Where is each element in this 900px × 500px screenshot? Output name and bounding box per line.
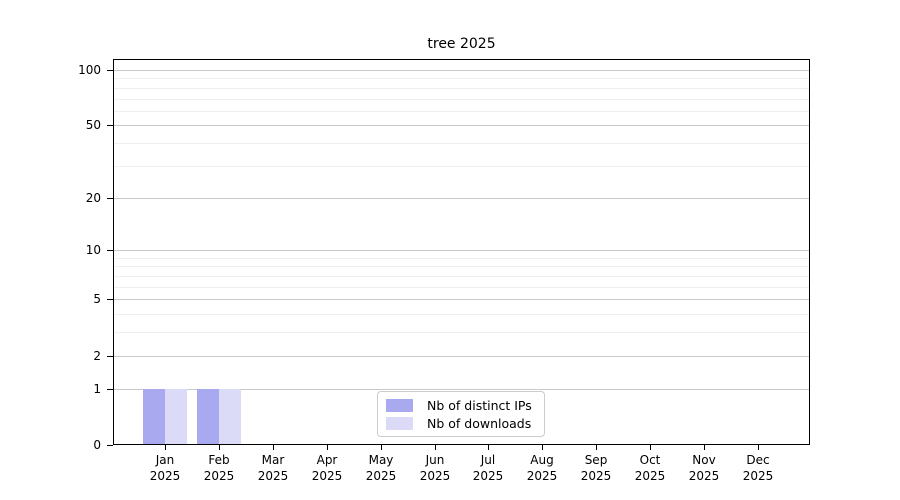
gridline-major [113, 70, 810, 71]
gridline-minor [113, 258, 810, 259]
bar-distinct-ips-jan [143, 389, 165, 445]
y-axis-tick-label: 2 [93, 349, 101, 363]
x-axis-tickmark [596, 445, 597, 450]
gridline-major [113, 250, 810, 251]
gridline-major [113, 125, 810, 126]
y-axis-tickmark [107, 70, 113, 71]
legend-row-downloads: Nb of downloads [386, 416, 536, 431]
gridline-minor [113, 266, 810, 267]
chart-title: tree 2025 [427, 36, 496, 52]
x-axis-tickmark [435, 445, 436, 450]
legend: Nb of distinct IPs Nb of downloads [377, 391, 545, 437]
x-axis-tickmark [542, 445, 543, 450]
legend-swatch-downloads [386, 416, 413, 430]
legend-label-downloads: Nb of downloads [427, 415, 532, 431]
x-axis-tick-label: Jun 2025 [419, 453, 451, 483]
x-axis-tickmark [219, 445, 220, 450]
y-axis-tickmark [107, 299, 113, 300]
gridline-minor [113, 166, 810, 167]
y-axis-tick-label: 100 [78, 63, 101, 77]
gridline-minor [113, 99, 810, 100]
gridline-major [113, 389, 810, 390]
x-axis-tick-label: Sep 2025 [580, 453, 612, 483]
x-axis-tickmark [327, 445, 328, 450]
y-axis-tick-label: 5 [93, 292, 101, 306]
x-axis-tick-label: Jan 2025 [149, 453, 181, 483]
y-axis-tick-label: 10 [85, 243, 101, 257]
x-axis-tick-label: Oct 2025 [634, 453, 666, 483]
bar-distinct-ips-feb [197, 389, 219, 445]
x-axis-tickmark [650, 445, 651, 450]
legend-swatch-distinct-ips [386, 398, 413, 412]
x-axis-tick-label: May 2025 [365, 453, 397, 483]
gridline-minor [113, 287, 810, 288]
y-axis-tickmark [107, 389, 113, 390]
bar-downloads-feb [219, 389, 241, 445]
x-axis-tick-label: Jul 2025 [472, 453, 504, 483]
x-axis-tickmark [488, 445, 489, 450]
gridline-minor [113, 78, 810, 79]
x-axis-tickmark [381, 445, 382, 450]
legend-row-distinct-ips: Nb of distinct IPs [386, 398, 536, 413]
gridline-minor [113, 276, 810, 277]
gridline-minor [113, 332, 810, 333]
y-axis-tick-label: 0 [93, 438, 101, 452]
gridline-minor [113, 314, 810, 315]
x-axis-tick-label: Nov 2025 [688, 453, 720, 483]
x-axis-tickmark [758, 445, 759, 450]
gridline-major [113, 356, 810, 357]
bar-downloads-jan [165, 389, 187, 445]
gridline-minor [113, 111, 810, 112]
y-axis-tick-label: 50 [85, 118, 101, 132]
y-axis-tickmark [107, 250, 113, 251]
y-axis-tickmark [107, 356, 113, 357]
plot-border [113, 59, 810, 445]
x-axis-tick-label: Feb 2025 [203, 453, 235, 483]
gridline-minor [113, 88, 810, 89]
y-axis-tickmark [107, 125, 113, 126]
x-axis-tick-label: Dec 2025 [742, 453, 774, 483]
y-axis-tickmark [107, 198, 113, 199]
y-axis-tick-label: 20 [85, 191, 101, 205]
x-axis-tickmark [273, 445, 274, 450]
legend-label-distinct-ips: Nb of distinct IPs [427, 397, 532, 413]
x-axis-tickmark [704, 445, 705, 450]
x-axis-tick-label: Aug 2025 [526, 453, 558, 483]
x-axis-tick-label: Apr 2025 [311, 453, 343, 483]
y-axis-tick-label: 1 [93, 382, 101, 396]
gridline-major [113, 198, 810, 199]
x-axis-tick-label: Mar 2025 [257, 453, 289, 483]
gridline-major [113, 299, 810, 300]
x-axis-tickmark [165, 445, 166, 450]
y-axis-tickmark [107, 445, 113, 446]
gridline-minor [113, 143, 810, 144]
